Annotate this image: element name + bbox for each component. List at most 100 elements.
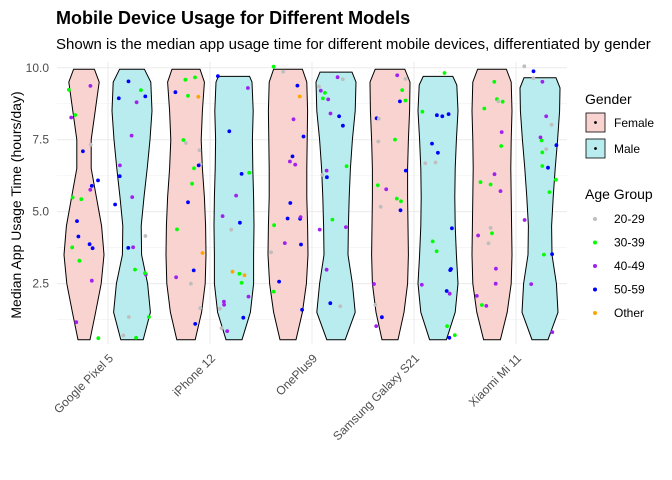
data-point (326, 97, 331, 102)
data-point (490, 231, 494, 236)
data-point (295, 83, 300, 88)
data-point (247, 170, 252, 175)
data-point (241, 315, 246, 320)
data-point (544, 114, 549, 119)
data-point (403, 98, 408, 103)
data-point (89, 184, 94, 188)
x-tick-label: Xiaomi Mi 11 (466, 351, 525, 410)
data-point (398, 99, 402, 104)
data-point (531, 69, 536, 74)
data-point (399, 199, 403, 204)
data-point (197, 148, 202, 153)
data-point (376, 116, 381, 121)
gender-legend-key-dot (594, 147, 597, 150)
data-point (291, 117, 296, 122)
gender-legend-key-dot (594, 121, 597, 124)
data-point (540, 150, 545, 155)
violin-male (519, 77, 561, 341)
gender-legend-label: Male (614, 142, 640, 156)
data-point (398, 208, 403, 213)
data-point (181, 138, 186, 142)
data-point (492, 79, 497, 84)
data-point (143, 234, 148, 238)
chart-title: Mobile Device Usage for Different Models (56, 8, 410, 28)
data-point (70, 195, 75, 200)
data-point (87, 242, 92, 247)
data-point (486, 241, 491, 246)
data-point (183, 77, 188, 82)
data-point (285, 216, 290, 221)
data-point (550, 252, 554, 256)
data-point (186, 93, 190, 98)
data-point (282, 241, 287, 246)
data-point (147, 315, 151, 319)
data-point (435, 113, 439, 118)
data-point (335, 75, 340, 80)
data-point (393, 137, 397, 142)
data-point (430, 141, 434, 146)
data-point (88, 84, 93, 88)
data-point (540, 79, 545, 84)
data-point (129, 133, 134, 138)
data-point (344, 164, 349, 169)
age-legend-label: Other (614, 306, 644, 320)
data-point (374, 324, 379, 328)
data-point (70, 245, 75, 250)
violin-female (369, 68, 411, 341)
data-point (186, 200, 190, 205)
data-point (196, 163, 201, 168)
data-point (482, 106, 487, 111)
data-point (121, 333, 126, 338)
data-point (493, 281, 498, 286)
y-tick-label: 2.5 (32, 277, 49, 291)
data-point (372, 282, 376, 286)
data-point (496, 99, 501, 104)
data-point (337, 114, 341, 119)
data-point (190, 181, 195, 186)
data-point (239, 280, 244, 285)
data-point (191, 268, 196, 273)
data-point (301, 134, 306, 139)
data-point (234, 193, 239, 198)
data-point (378, 204, 383, 209)
data-point (76, 234, 81, 239)
data-point (130, 195, 135, 200)
data-point (452, 333, 457, 337)
data-point (113, 202, 117, 207)
data-point (328, 301, 333, 306)
data-point (547, 190, 552, 195)
data-point (219, 326, 224, 330)
data-point (88, 142, 93, 147)
age-legend-key (593, 287, 597, 292)
data-point (218, 306, 222, 311)
data-point (173, 90, 178, 95)
data-point (544, 147, 549, 152)
violin-male (213, 75, 255, 341)
data-point (281, 69, 286, 74)
x-axis: Google Pixel 5 iPhone 12 OnePlus9 Samsung G… (51, 351, 524, 443)
data-point (542, 252, 546, 257)
data-point (74, 320, 79, 325)
y-axis: 2.5 5.0 7.5 10.0 (26, 61, 50, 291)
data-point (134, 335, 138, 340)
data-point (116, 96, 121, 101)
data-point (73, 113, 78, 117)
data-point (373, 303, 378, 307)
data-point (444, 289, 449, 293)
violin-male (417, 75, 459, 341)
data-point (239, 172, 244, 176)
data-point (474, 294, 479, 298)
data-point (271, 64, 276, 69)
age-legend-label: 30-39 (614, 236, 645, 250)
data-point (403, 77, 408, 81)
data-point (271, 289, 276, 294)
data-point (400, 88, 405, 92)
data-point (237, 271, 242, 276)
y-tick-label: 5.0 (32, 205, 49, 219)
gender-legend-label: Female (614, 116, 654, 130)
data-point (550, 330, 555, 334)
data-point (324, 267, 329, 272)
data-point (492, 172, 497, 177)
data-point (323, 90, 327, 95)
data-point (299, 242, 303, 247)
